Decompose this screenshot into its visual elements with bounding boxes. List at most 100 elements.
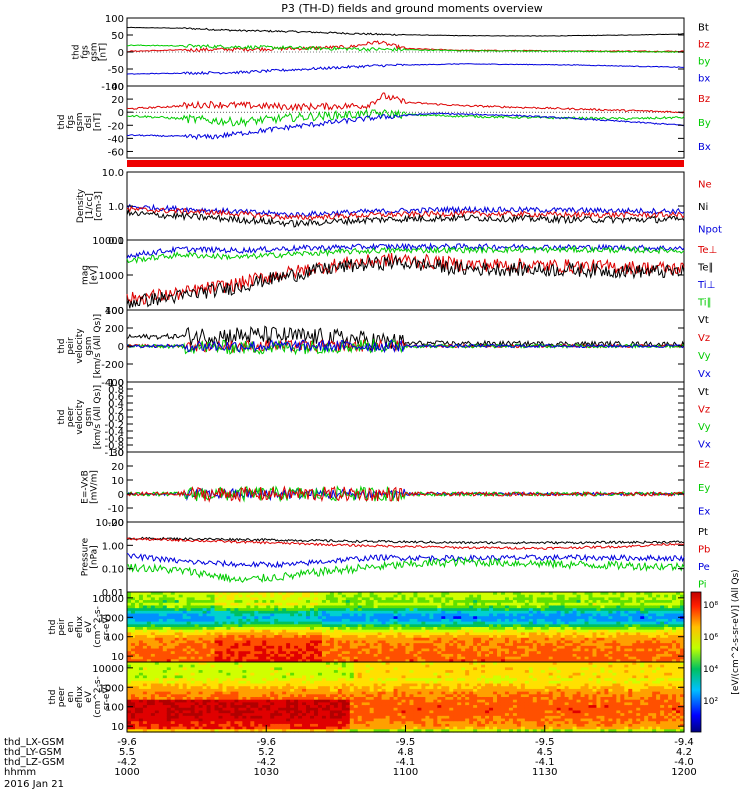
spectrogram-cell: [516, 624, 522, 628]
spectrogram-cell: [302, 629, 307, 633]
spectrogram-cell: [270, 678, 275, 682]
spectrogram-cell: [250, 672, 255, 677]
spectrogram-cell: [564, 600, 570, 604]
spectrogram-cell: [616, 648, 621, 652]
spectrogram-cell: [154, 610, 160, 615]
spectrogram-cell: [230, 592, 236, 596]
spectrogram-cell: [202, 707, 208, 712]
spectrogram-cell: [425, 643, 430, 647]
spectrogram-cell: [254, 688, 259, 693]
spectrogram-cell: [548, 618, 554, 623]
spectrogram-cell: [457, 613, 462, 617]
spectrogram-cell: [524, 600, 530, 604]
spectrogram-cell: [337, 648, 343, 652]
spectrogram-cell: [500, 640, 506, 644]
spectrogram-cell: [473, 616, 478, 620]
spectrogram-cell: [242, 729, 247, 733]
spectrogram-cell: [620, 653, 625, 658]
spectrogram-cell: [270, 672, 275, 677]
spectrogram-cell: [433, 600, 438, 604]
spectrogram-cell: [154, 592, 160, 596]
spectrogram-cell: [469, 653, 474, 658]
spectrogram-cell: [170, 627, 176, 631]
spectrogram-cell: [234, 616, 239, 620]
spectrogram-cell: [616, 594, 621, 598]
spectrogram-cell: [127, 707, 132, 712]
spectrogram-cell: [584, 651, 590, 655]
spectrogram-cell: [214, 594, 220, 598]
spectrogram-cell: [290, 637, 295, 642]
spectrogram-cell: [166, 653, 172, 658]
spectrogram-cell: [325, 656, 331, 660]
spectrogram-cell: [194, 678, 200, 682]
spectrogram-cell: [493, 600, 498, 604]
spectrogram-cell: [640, 659, 645, 663]
spectrogram-cell: [596, 651, 602, 655]
spectrogram-cell: [485, 627, 490, 631]
spectrogram-cell: [202, 600, 208, 604]
spectrogram-cell: [206, 635, 212, 639]
legend-label: Te⊥: [697, 245, 717, 256]
spectrogram-cell: [302, 597, 307, 601]
spectrogram-cell: [162, 602, 168, 607]
spectrogram-cell: [608, 632, 613, 636]
spectrogram-cell: [162, 729, 168, 733]
spectrogram-cell: [341, 618, 347, 623]
spectrogram-cell: [158, 597, 164, 601]
spectrogram-cell: [246, 713, 251, 717]
spectrogram-cell: [365, 637, 371, 642]
spectrogram-cell: [572, 632, 578, 636]
spectrogram-cell: [222, 616, 228, 620]
spectrogram-cell: [246, 699, 251, 703]
spectrogram-cell: [437, 627, 442, 631]
spectrogram-cell: [250, 662, 255, 666]
spectrogram-cell: [234, 643, 239, 647]
spectrogram-cell: [274, 721, 279, 725]
spectrogram-cell: [230, 662, 236, 666]
spectrogram-cell: [278, 602, 283, 607]
spectrogram-cell: [596, 608, 602, 612]
spectrogram-cell: [465, 616, 470, 620]
spectrogram-cell: [660, 616, 665, 620]
spectrogram-cell: [234, 621, 239, 625]
spectrogram-cell: [592, 640, 598, 644]
spectrogram-cell: [349, 659, 355, 663]
spectrogram-cell: [130, 702, 136, 706]
spectrogram-cell: [278, 656, 283, 660]
spectrogram-cell: [194, 610, 200, 615]
spectrogram-cell: [230, 680, 236, 685]
spectrogram-cell: [409, 605, 415, 609]
spectrogram-cell: [373, 621, 379, 625]
spectrogram-cell: [369, 594, 375, 598]
y-tick-label: -20: [108, 518, 124, 529]
spectrogram-cell: [222, 726, 228, 730]
spectrogram-cell: [250, 621, 255, 625]
spectrogram-cell: [246, 718, 251, 722]
spectrogram-cell: [186, 726, 192, 730]
spectrogram-cell: [640, 597, 645, 601]
spectrogram-cell: [353, 643, 359, 647]
spectrogram-cell: [190, 691, 196, 695]
spectrogram-cell: [576, 637, 582, 642]
spectrogram-cell: [385, 616, 391, 620]
spectrogram-cell: [194, 602, 200, 607]
spectrogram-cell: [178, 686, 184, 690]
spectrogram-cell: [266, 651, 271, 655]
spectrogram-cell: [325, 643, 331, 647]
spectrogram-cell: [266, 683, 271, 687]
spectrogram-cell: [373, 645, 379, 650]
spectrogram-cell: [576, 605, 582, 609]
spectrogram-cell: [636, 613, 641, 617]
spectrogram-cell: [632, 635, 637, 639]
spectrogram-cell: [290, 648, 295, 652]
spectrogram-cell: [186, 723, 192, 728]
spectrogram-cell: [361, 632, 367, 636]
spectrogram-cell: [576, 597, 582, 601]
spectrogram-cell: [246, 729, 251, 733]
spectrogram-cell: [130, 667, 136, 671]
spectrogram-cell: [127, 613, 132, 617]
spectrogram-cell: [445, 640, 450, 644]
spectrogram-cell: [321, 600, 327, 604]
spectrogram-cell: [158, 726, 164, 730]
spectrogram-cell: [568, 635, 574, 639]
